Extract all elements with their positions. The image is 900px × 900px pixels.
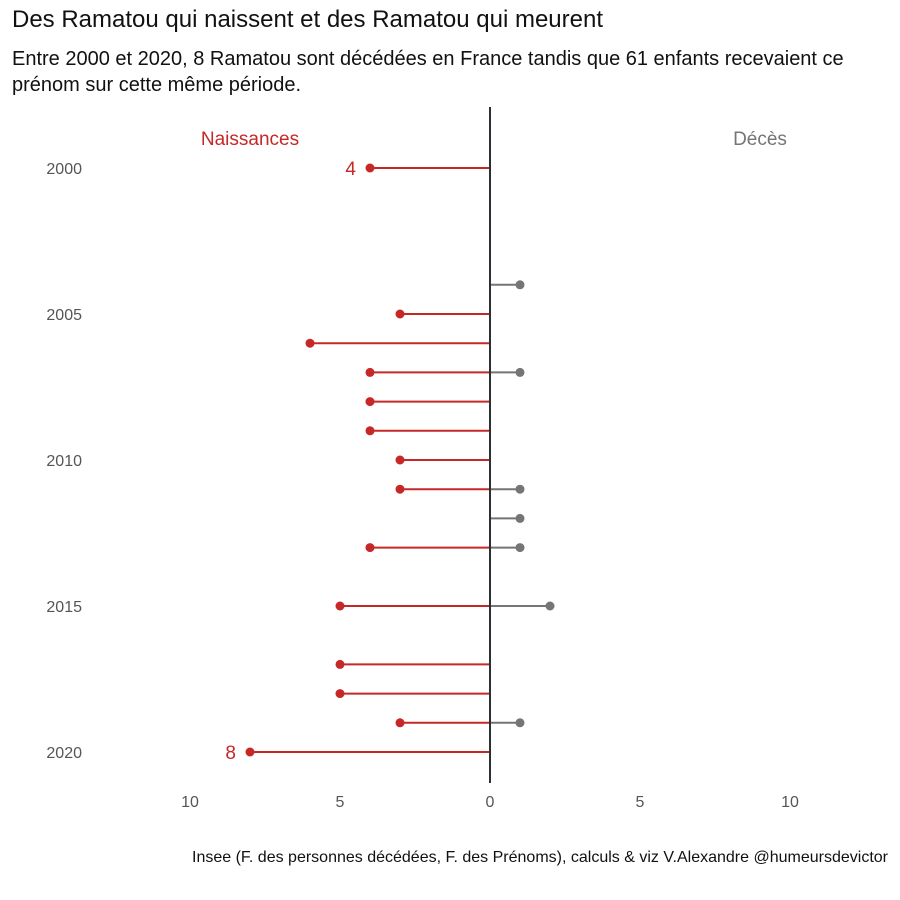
births-dot-2000 (365, 163, 375, 173)
births-dot-2011 (395, 484, 405, 494)
x-tick-pos10: 10 (781, 794, 799, 811)
y-axis-ticks: 2000 2005 2010 2015 2020 (46, 161, 82, 762)
value-label-2020: 8 (225, 743, 236, 764)
chart-title: Des Ramatou qui naissent et des Ramatou … (12, 6, 603, 33)
births-dot-2018 (335, 689, 345, 699)
births-dot-2008 (365, 397, 375, 407)
births-dot-2019 (395, 718, 405, 728)
x-axis-ticks: 10 5 0 5 10 (181, 794, 799, 811)
births-dot-2005 (395, 309, 405, 319)
deaths-dot-2011 (515, 484, 525, 494)
deaths-dot-2015 (545, 601, 555, 611)
chart-caption: Insee (F. des personnes décédées, F. des… (192, 849, 888, 866)
deaths-dot-2007 (515, 367, 525, 377)
y-tick-2000: 2000 (46, 161, 82, 178)
births-dot-2009 (365, 426, 375, 436)
stems-layer (250, 167, 550, 753)
labels-layer: Naissances Décès 4 8 (201, 129, 787, 764)
births-dot-2006 (305, 338, 315, 348)
births-dot-2020 (245, 747, 255, 757)
y-tick-2005: 2005 (46, 307, 82, 324)
deaths-dot-2004 (515, 280, 525, 290)
y-tick-2015: 2015 (46, 599, 82, 616)
x-tick-pos5: 5 (636, 794, 645, 811)
deaths-dot-2019 (515, 718, 525, 728)
value-label-2000: 4 (345, 159, 356, 180)
y-tick-2020: 2020 (46, 745, 82, 762)
x-tick-neg5: 5 (336, 794, 345, 811)
births-dot-2017 (335, 659, 345, 669)
y-tick-2010: 2010 (46, 453, 82, 470)
deaths-dot-2013 (515, 543, 525, 553)
births-dot-2015 (335, 601, 345, 611)
dots-layer (245, 163, 555, 757)
legend-label-births: Naissances (201, 129, 299, 150)
births-dot-2010 (395, 455, 405, 465)
chart-subtitle: Entre 2000 et 2020, 8 Ramatou sont décéd… (12, 48, 844, 96)
x-tick-zero0: 0 (486, 794, 495, 811)
legend-label-deaths: Décès (733, 129, 787, 150)
births-dot-2007 (365, 367, 375, 377)
x-tick-neg10: 10 (181, 794, 199, 811)
deaths-dot-2012 (515, 513, 525, 523)
births-dot-2013 (365, 543, 375, 553)
